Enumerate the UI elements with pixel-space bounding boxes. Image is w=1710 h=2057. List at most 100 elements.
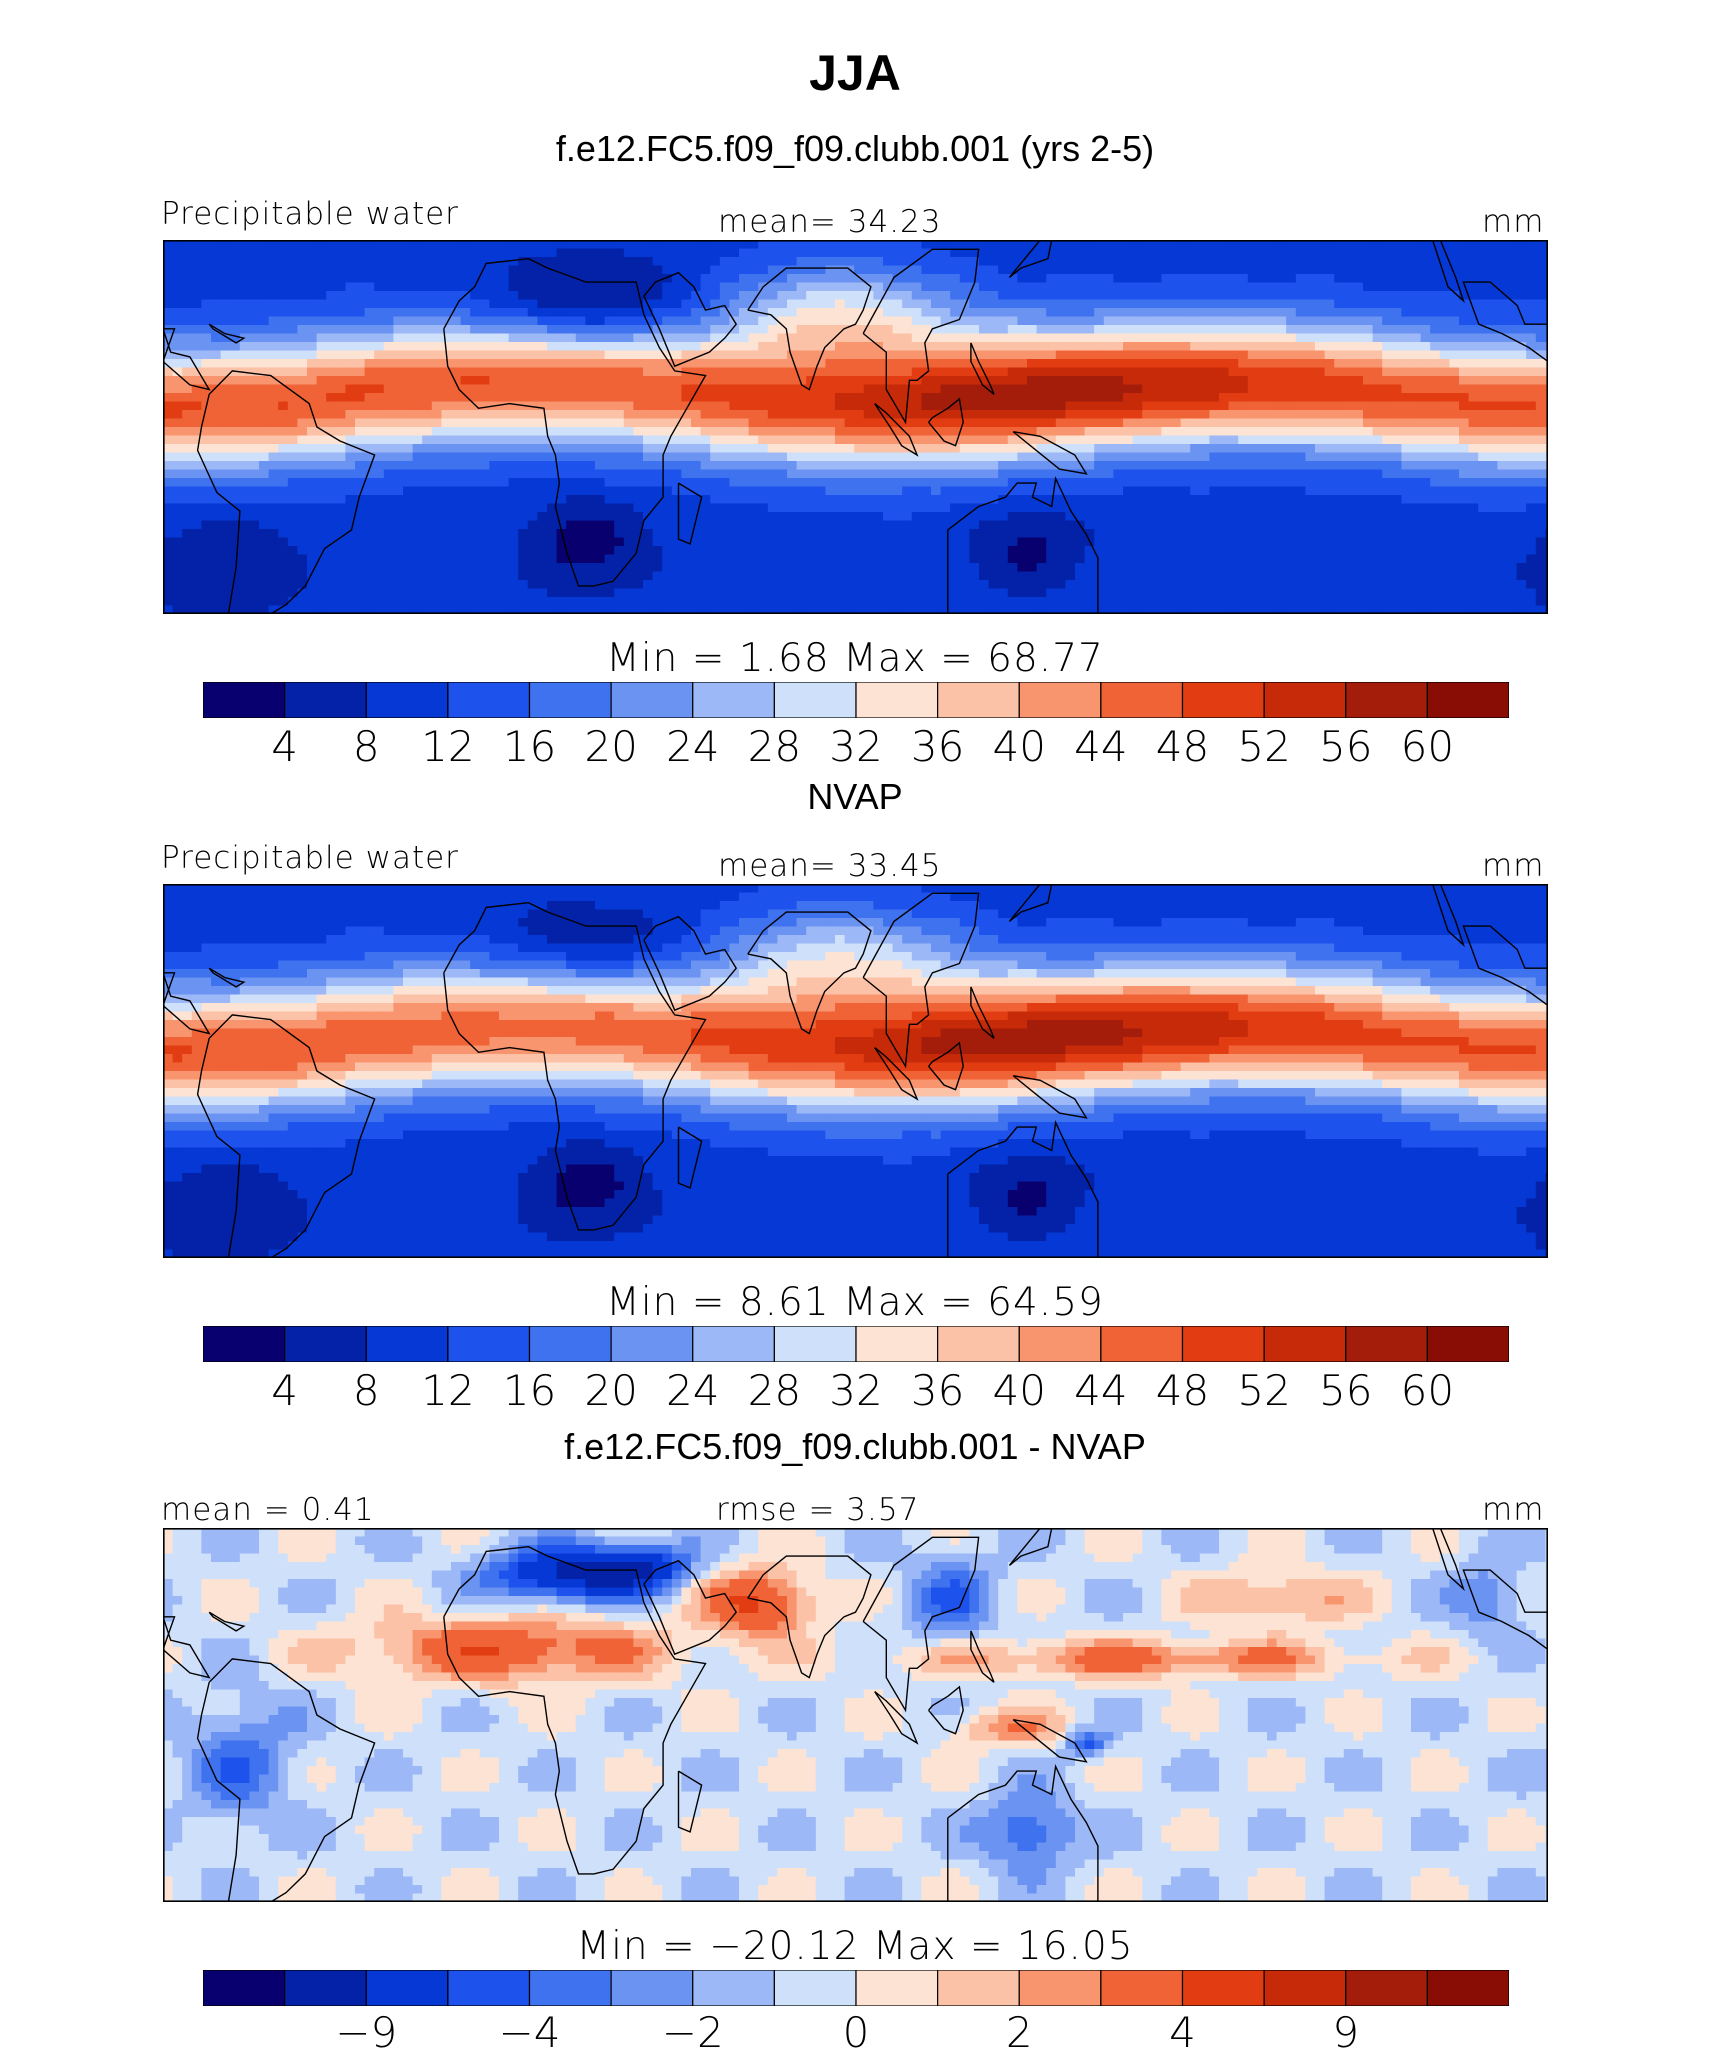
contour-cell (1238, 435, 1249, 445)
contour-cell (758, 461, 769, 471)
contour-cell (1027, 461, 1038, 471)
contour-cell (431, 240, 442, 250)
contour-cell (585, 308, 596, 318)
contour-cell (1372, 282, 1383, 292)
contour-cell (863, 486, 874, 496)
contour-cell (1046, 520, 1057, 530)
contour-cell (604, 410, 615, 420)
contour-cell (1497, 427, 1508, 437)
contour-cell (1075, 359, 1086, 369)
contour-cell (1478, 503, 1489, 513)
contour-cell (259, 444, 270, 454)
contour-cell (988, 478, 999, 488)
contour-cell (431, 401, 442, 411)
contour-cell (1343, 248, 1354, 258)
contour-cell (489, 274, 500, 284)
contour-cell (585, 257, 596, 267)
contour-cell (1363, 350, 1374, 360)
contour-cell (806, 274, 817, 284)
contour-cell (748, 401, 759, 411)
contour-cell (364, 265, 375, 275)
contour-cell (1046, 367, 1057, 377)
contour-cell (1430, 512, 1441, 522)
contour-cell (1343, 350, 1354, 360)
contour-cell (1084, 452, 1095, 462)
contour-cell (355, 308, 366, 318)
contour-cell (489, 529, 500, 539)
contour-cell (633, 427, 644, 437)
contour-cell (307, 376, 318, 386)
contour-cell (1420, 265, 1431, 275)
contour-cell (1526, 461, 1537, 471)
contour-cell (988, 461, 999, 471)
contour-cell (1257, 495, 1268, 505)
contour-cell (1238, 520, 1249, 530)
contour-cell (1046, 308, 1057, 318)
contour-cell (729, 393, 740, 403)
contour-cell (931, 410, 942, 420)
contour-cell (643, 401, 654, 411)
contour-cell (633, 486, 644, 496)
contour-cell (1267, 452, 1278, 462)
contour-cell (431, 503, 442, 513)
contour-cell (1094, 435, 1105, 445)
contour-cell (1497, 350, 1508, 360)
contour-cell (959, 444, 970, 454)
contour-cell (1055, 495, 1066, 505)
contour-cell (681, 503, 692, 513)
contour-cell (1497, 274, 1508, 284)
contour-cell (355, 299, 366, 309)
contour-cell (1478, 427, 1489, 437)
contour-cell (988, 495, 999, 505)
contour-cell (748, 469, 759, 479)
contour-cell (239, 240, 250, 250)
contour-cell (566, 376, 577, 386)
contour-cell (316, 393, 327, 403)
contour-cell (1132, 393, 1143, 403)
contour-cell (825, 274, 836, 284)
contour-cell (940, 282, 951, 292)
contour-cell (1219, 444, 1230, 454)
contour-cell (854, 486, 865, 496)
contour-cell (1103, 478, 1114, 488)
contour-cell (739, 512, 750, 522)
contour-cell (748, 529, 759, 539)
contour-cell (1228, 393, 1239, 403)
contour-cell (1247, 520, 1258, 530)
contour-cell (681, 265, 692, 275)
contour-cell (1132, 444, 1143, 454)
contour-cell (911, 316, 922, 326)
contour-cell (633, 418, 644, 428)
contour-cell (1449, 299, 1460, 309)
contour-cell (1132, 418, 1143, 428)
contour-cell (1478, 359, 1489, 369)
contour-cell (364, 359, 375, 369)
contour-cell (691, 240, 702, 250)
contour-cell (1468, 342, 1479, 352)
contour-cell (1526, 325, 1537, 335)
contour-cell (854, 495, 865, 505)
contour-cell (1286, 452, 1297, 462)
contour-cell (489, 299, 500, 309)
contour-cell (1382, 435, 1393, 445)
contour-cell (1295, 342, 1306, 352)
contour-cell (403, 435, 414, 445)
contour-cell (566, 274, 577, 284)
contour-cell (835, 274, 846, 284)
contour-cell (1103, 393, 1114, 403)
contour-cell (873, 274, 884, 284)
contour-cell (988, 257, 999, 267)
contour-cell (1286, 461, 1297, 471)
contour-cell (854, 393, 865, 403)
contour-cell (268, 376, 279, 386)
contour-cell (758, 512, 769, 522)
contour-cell (1036, 248, 1047, 258)
contour-cell (796, 435, 807, 445)
contour-cell (1027, 486, 1038, 496)
contour-cell (873, 350, 884, 360)
contour-cell (297, 240, 308, 250)
contour-cell (191, 325, 202, 335)
contour-cell (719, 435, 730, 445)
contour-cell (758, 384, 769, 394)
contour-cell (1103, 520, 1114, 530)
